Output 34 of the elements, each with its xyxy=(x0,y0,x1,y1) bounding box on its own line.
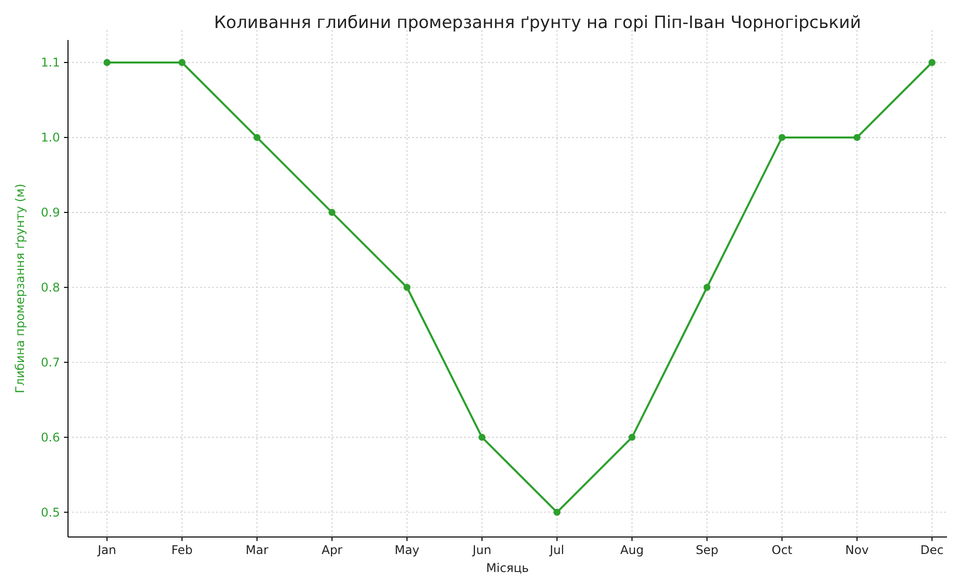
x-tick-label: Mar xyxy=(246,543,268,557)
x-tick-label: Aug xyxy=(620,543,644,557)
point xyxy=(328,208,336,216)
x-tick-label: May xyxy=(394,543,420,557)
x-tick-label: Oct xyxy=(772,543,793,557)
point xyxy=(928,58,936,66)
point xyxy=(254,134,260,141)
x-tick-label: Jan xyxy=(96,543,116,557)
point xyxy=(778,134,786,141)
point xyxy=(554,508,560,516)
point xyxy=(478,434,486,441)
y-tick-label: 0.8 xyxy=(40,280,60,295)
y-tick-label: 1.0 xyxy=(40,130,60,145)
x-tick-label: Dec xyxy=(920,543,944,557)
point xyxy=(104,58,110,66)
y-tick-label: 0.9 xyxy=(40,206,60,220)
point xyxy=(404,284,410,291)
chart-title: Коливання глибини промерзання ґрунту на горі Піп-Іван Чорногірський xyxy=(214,13,862,33)
y-axis-title: Глибина промерзання ґрунту (м) xyxy=(13,184,27,394)
y-tick-label: 0.5 xyxy=(40,505,60,520)
x-tick-label: Apr xyxy=(322,543,342,557)
point xyxy=(704,284,710,291)
y-tick-label: 1.1 xyxy=(40,56,60,70)
point xyxy=(854,134,860,141)
x-tick-label: Sep xyxy=(696,543,718,557)
x-tick-label: Jul xyxy=(548,543,564,557)
point xyxy=(178,58,186,66)
x-tick-label: Nov xyxy=(845,543,869,557)
y-tick-label: 0.7 xyxy=(40,356,60,370)
x-tick-label: Feb xyxy=(171,543,193,557)
point xyxy=(628,434,636,441)
x-axis-title: Місяць xyxy=(486,561,529,575)
x-tick-label: Jun xyxy=(472,543,492,557)
y-tick-label: 0.6 xyxy=(40,430,60,444)
